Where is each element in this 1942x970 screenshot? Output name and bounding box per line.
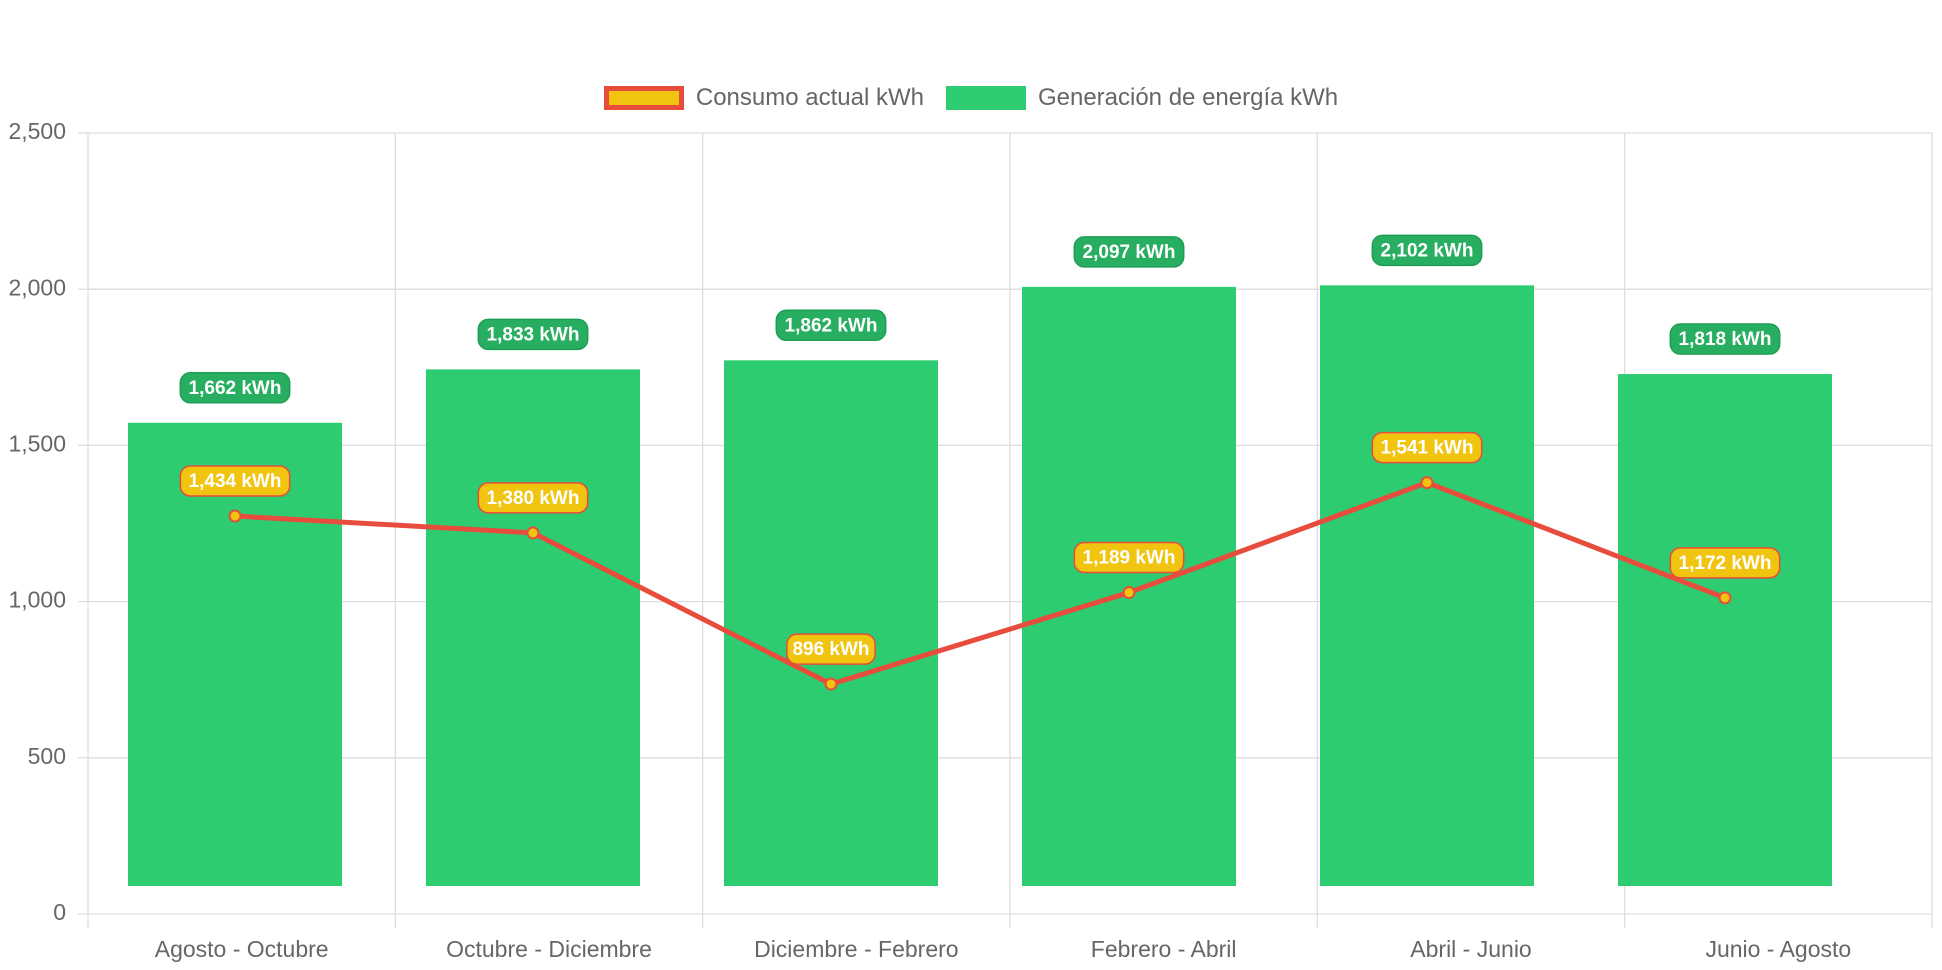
line-data-label: 1,172 kWh	[1679, 553, 1772, 574]
bar-data-label-box	[477, 318, 589, 351]
line-data-label: 1,434 kWh	[189, 471, 282, 492]
legend-label-consumo: Consumo actual kWh	[695, 84, 924, 111]
y-tick-label: 1,500	[8, 430, 66, 456]
bar-data-label-box	[1073, 236, 1185, 268]
bar-data-label-box	[775, 309, 887, 342]
legend-item-generacion[interactable]: Generación de energía kWh	[945, 84, 1339, 112]
line-data-label-box	[1669, 547, 1781, 579]
y-tick-label: 500	[28, 743, 66, 769]
bar-data-label: 2,102 kWh	[1381, 240, 1474, 261]
x-tick-label: Octubre - Diciembre	[446, 936, 652, 962]
bar-generacion[interactable]	[724, 360, 938, 887]
line-data-label-box	[1073, 541, 1185, 574]
line-consumo	[234, 480, 1726, 687]
x-tick-label: Abril - Junio	[1410, 936, 1531, 962]
legend-label-generacion: Generación de energía kWh	[1037, 84, 1339, 111]
line-data-label: 896 kWh	[792, 639, 869, 660]
x-tick-label: Febrero - Abril	[1091, 936, 1237, 962]
bar-generacion[interactable]	[128, 422, 342, 886]
bar-data-label: 1,662 kWh	[189, 378, 282, 399]
line-data-label-box	[786, 633, 876, 665]
line-data-label: 1,541 kWh	[1381, 438, 1474, 459]
line-data-label: 1,380 kWh	[487, 488, 580, 509]
bar-data-label-box	[1669, 323, 1781, 355]
point-consumo[interactable]	[1420, 476, 1434, 490]
bar-data-label: 1,862 kWh	[785, 315, 878, 336]
point-consumo[interactable]	[526, 526, 540, 540]
legend-item-consumo[interactable]: Consumo actual kWh	[603, 84, 924, 112]
bar-data-label: 1,833 kWh	[487, 324, 580, 345]
x-tick-label: Junio - Agosto	[1705, 936, 1851, 962]
point-consumo[interactable]	[1718, 591, 1732, 605]
bar-data-label: 1,818 kWh	[1679, 329, 1772, 350]
x-tick-label: Diciembre - Febrero	[754, 936, 959, 962]
y-tick-label: 2,000	[8, 274, 66, 300]
bar-generacion[interactable]	[1320, 285, 1534, 886]
line-data-label: 1,189 kWh	[1083, 548, 1176, 569]
legend-swatch-generacion	[945, 86, 1026, 110]
bar-data-label-box	[1371, 234, 1483, 267]
chart-legend: Consumo actual kWh Generación de energía…	[0, 84, 1942, 112]
line-data-label-box	[477, 482, 589, 514]
line-data-label-box	[179, 465, 291, 497]
y-tick-label: 2,500	[8, 118, 66, 144]
x-tick-label: Agosto - Octubre	[155, 936, 329, 962]
bar-data-label: 2,097 kWh	[1083, 242, 1176, 263]
line-data-label-box	[1371, 431, 1483, 464]
bar-data-label-box	[179, 372, 291, 404]
legend-swatch-consumo	[603, 86, 684, 110]
point-consumo[interactable]	[1122, 586, 1136, 600]
y-tick-label: 0	[53, 899, 66, 925]
point-consumo[interactable]	[228, 509, 242, 523]
y-tick-label: 1,000	[8, 587, 66, 613]
bar-generacion[interactable]	[426, 369, 640, 886]
bar-generacion[interactable]	[1618, 374, 1832, 886]
point-consumo[interactable]	[824, 677, 838, 691]
